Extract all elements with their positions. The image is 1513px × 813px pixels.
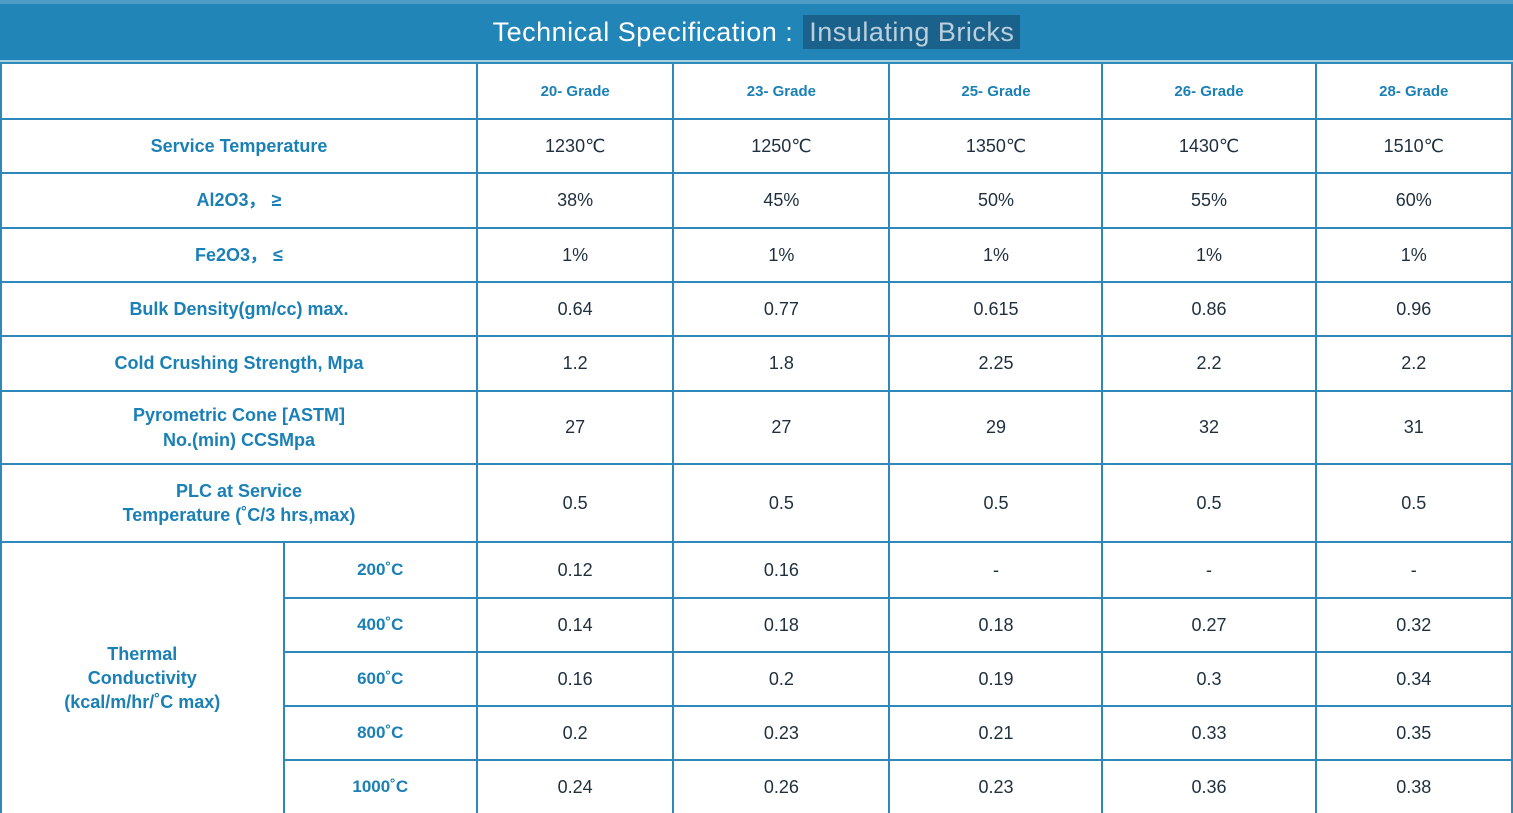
cell-value: 0.18 [888,597,1104,653]
cell-value: 0.24 [475,759,675,813]
cell-value: 0.34 [1314,651,1513,707]
grade-header: 23- Grade [672,62,891,120]
cell-value: 1% [672,227,891,283]
row-label: PLC at Service Temperature (˚C/3 hrs,max… [0,463,478,543]
row-label: Service Temperature [0,118,478,174]
cell-value: 27 [475,390,675,465]
temp-label: 600˚C [282,651,478,707]
cell-value: 0.16 [672,541,891,599]
temp-label: 800˚C [282,705,478,761]
row-label: Bulk Density(gm/cc) max. [0,281,478,337]
cell-value: 0.2 [475,705,675,761]
table-row-pyrometric-cone: Pyrometric Cone [ASTM] No.(min) CCSMpa 2… [0,390,1513,465]
cell-value: - [1314,541,1513,599]
row-label: Fe2O3， ≤ [0,227,478,283]
cell-value: 32 [1101,390,1317,465]
table-row-thermal-800: 800˚C 0.2 0.23 0.21 0.33 0.35 [1,705,1513,761]
grade-header: 25- Grade [888,62,1104,120]
table-row-fe2o3: Fe2O3， ≤ 1% 1% 1% 1% 1% [0,227,1513,283]
row-label: Cold Crushing Strength, Mpa [0,335,478,392]
cell-value: 1230℃ [475,118,675,174]
cell-value: 1% [475,227,675,283]
cell-value: 1.8 [672,335,891,392]
cell-value: 0.33 [1101,705,1317,761]
cell-value: 0.5 [475,463,675,543]
cell-value: 1.2 [475,335,675,392]
cell-value: 0.64 [475,281,675,337]
cell-value: 27 [672,390,891,465]
table-row-service-temperature: Service Temperature 1230℃ 1250℃ 1350℃ 14… [0,118,1513,174]
cell-value: 50% [888,172,1104,229]
table-row-thermal-1000: 1000˚C 0.24 0.26 0.23 0.36 0.38 [1,759,1513,813]
cell-value: 1% [1314,227,1513,283]
cell-value: 0.96 [1314,281,1513,337]
table-row-plc: PLC at Service Temperature (˚C/3 hrs,max… [0,463,1513,543]
cell-value: 0.12 [475,541,675,599]
temp-label: 400˚C [282,597,478,653]
page-title: Technical Specification : Insulating Bri… [492,14,1021,49]
cell-value: 0.32 [1314,597,1513,653]
cell-value: 0.18 [672,597,891,653]
cell-value: 0.5 [1101,463,1317,543]
cell-value: 1% [888,227,1104,283]
cell-value: 0.2 [672,651,891,707]
cell-value: 0.23 [672,705,891,761]
cell-value: 29 [888,390,1104,465]
temp-label: 200˚C [282,541,478,599]
cell-value: 0.5 [1314,463,1513,543]
cell-value: 0.5 [672,463,891,543]
cell-value: 38% [475,172,675,229]
cell-value: 0.14 [475,597,675,653]
title-highlight: Insulating Bricks [803,14,1021,49]
table-row-cold-crushing-strength: Cold Crushing Strength, Mpa 1.2 1.8 2.25… [0,335,1513,392]
table-row-thermal-400: 400˚C 0.14 0.18 0.18 0.27 0.32 [1,597,1513,653]
cell-value: 0.86 [1101,281,1317,337]
thermal-conductivity-label: Thermal Conductivity (kcal/m/hr/˚C max) [0,541,285,813]
cell-value: 2.2 [1314,335,1513,392]
cell-value: - [888,541,1104,599]
spec-table: 20- Grade 23- Grade 25- Grade 26- Grade … [0,62,1513,813]
cell-value: 1% [1101,227,1317,283]
title-bar: Technical Specification : Insulating Bri… [0,0,1513,62]
grade-header: 20- Grade [475,62,675,120]
cell-value: 1250℃ [672,118,891,174]
grade-header: 26- Grade [1101,62,1317,120]
cell-value: 45% [672,172,891,229]
grade-header-row: 20- Grade 23- Grade 25- Grade 26- Grade … [0,62,1513,120]
row-label: Al2O3， ≥ [0,172,478,229]
cell-value: 2.2 [1101,335,1317,392]
cell-value: 31 [1314,390,1513,465]
grade-header: 28- Grade [1314,62,1513,120]
table-row-bulk-density: Bulk Density(gm/cc) max. 0.64 0.77 0.615… [0,281,1513,337]
table-row-thermal-200: Thermal Conductivity (kcal/m/hr/˚C max) … [0,541,1513,813]
temp-label: 1000˚C [282,759,478,813]
cell-value: 1510℃ [1314,118,1513,174]
cell-value: 55% [1101,172,1317,229]
cell-value: 0.27 [1101,597,1317,653]
cell-value: 0.3 [1101,651,1317,707]
table-row-al2o3: Al2O3， ≥ 38% 45% 50% 55% 60% [0,172,1513,229]
cell-value: 0.16 [475,651,675,707]
cell-value: 0.77 [672,281,891,337]
cell-value: 0.23 [888,759,1104,813]
row-label: Pyrometric Cone [ASTM] No.(min) CCSMpa [0,390,478,465]
cell-value: - [1101,541,1317,599]
cell-value: 0.21 [888,705,1104,761]
cell-value: 1350℃ [888,118,1104,174]
page-title-prefix: Technical Specification : [492,16,802,47]
corner-cell [0,62,478,120]
cell-value: 0.35 [1314,705,1513,761]
cell-value: 0.5 [888,463,1104,543]
table-row-thermal-600: 600˚C 0.16 0.2 0.19 0.3 0.34 [1,651,1513,707]
cell-value: 0.38 [1314,759,1513,813]
cell-value: 0.36 [1101,759,1317,813]
cell-value: 0.615 [888,281,1104,337]
cell-value: 60% [1314,172,1513,229]
cell-value: 1430℃ [1101,118,1317,174]
cell-value: 2.25 [888,335,1104,392]
cell-value: 0.26 [672,759,891,813]
cell-value: 0.19 [888,651,1104,707]
